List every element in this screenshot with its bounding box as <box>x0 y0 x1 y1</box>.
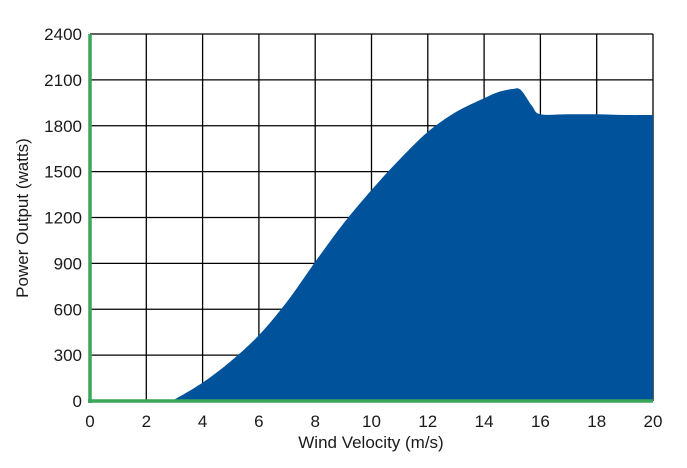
y-axis-label: Power Output (watts) <box>13 138 32 298</box>
x-tick-label: 0 <box>85 412 94 431</box>
x-tick-label: 14 <box>475 412 494 431</box>
x-tick-label: 18 <box>587 412 606 431</box>
y-tick-label: 0 <box>73 392 82 411</box>
y-tick-label: 1200 <box>44 209 82 228</box>
x-tick-label: 4 <box>198 412 207 431</box>
y-tick-label: 1500 <box>44 163 82 182</box>
x-tick-label: 8 <box>310 412 319 431</box>
x-axis-label: Wind Velocity (m/s) <box>298 433 443 452</box>
x-tick-label: 20 <box>644 412 663 431</box>
x-tick-label: 12 <box>418 412 437 431</box>
y-tick-label: 900 <box>54 254 82 273</box>
y-tick-label: 2400 <box>44 25 82 44</box>
y-tick-label: 1800 <box>44 117 82 136</box>
y-tick-label: 2100 <box>44 71 82 90</box>
axes <box>88 34 653 403</box>
x-tick-label: 16 <box>531 412 550 431</box>
y-tick-label: 600 <box>54 300 82 319</box>
x-tick-label: 2 <box>142 412 151 431</box>
x-tick-label: 10 <box>362 412 381 431</box>
x-tick-label: 6 <box>254 412 263 431</box>
x-tick-labels: 0 2 4 6 8 10 12 14 16 18 20 <box>85 412 662 431</box>
power-output-area <box>90 88 653 402</box>
y-tick-labels: 0 300 600 900 1200 1500 1800 2100 2400 <box>44 25 82 411</box>
y-tick-label: 300 <box>54 346 82 365</box>
